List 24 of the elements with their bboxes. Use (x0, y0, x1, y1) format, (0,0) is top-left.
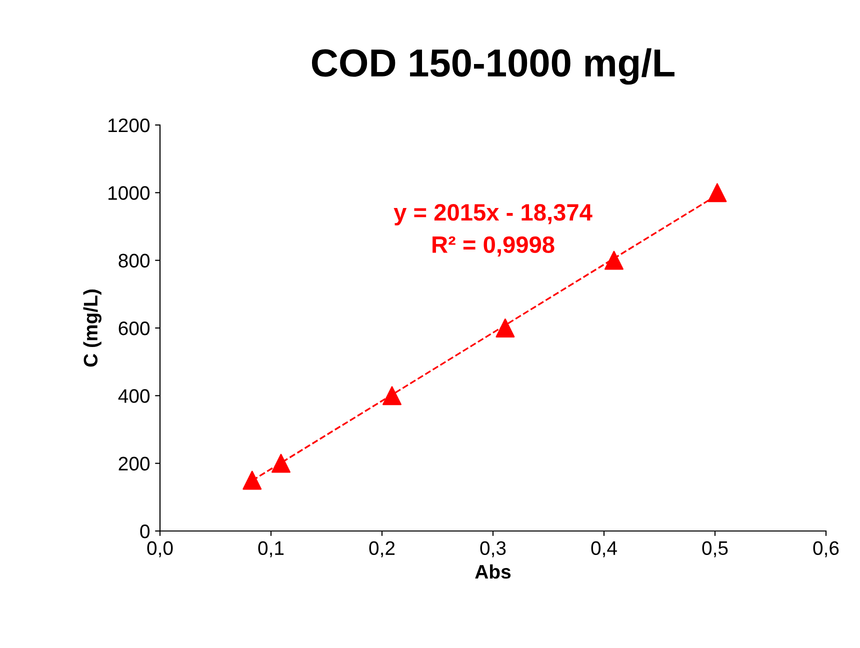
y-tick-label: 400 (118, 389, 150, 403)
x-tick-label: 0,1 (258, 541, 284, 558)
annotation: y = 2015x - 18,374 R² = 0,9998 (394, 204, 592, 256)
y-tick-label: 1200 (108, 118, 150, 132)
x-tick-label: 0,3 (480, 541, 506, 558)
x-axis-title: Abs (475, 564, 511, 579)
point (382, 386, 402, 406)
y-tick-label: 0 (140, 524, 150, 538)
y-axis-title: C (mg/L) (83, 290, 102, 367)
y-tick-label: 200 (118, 456, 150, 471)
point (496, 318, 515, 338)
x-tick-label: 0,5 (702, 541, 728, 558)
y-tick-label: 600 (118, 321, 150, 336)
point (242, 470, 262, 490)
x-tick-label: 0,2 (369, 541, 395, 558)
y-tick-label: 800 (118, 254, 150, 268)
point (708, 183, 727, 202)
chart-title: COD 150-1000 mg/L (312, 48, 674, 85)
x-tick-label: 0,6 (813, 541, 839, 558)
point (272, 454, 290, 473)
point (604, 250, 624, 270)
y-tick-label: 1000 (108, 186, 150, 200)
x-tick-label: 0,4 (591, 541, 617, 558)
x-tick-label: 0,0 (147, 541, 173, 558)
